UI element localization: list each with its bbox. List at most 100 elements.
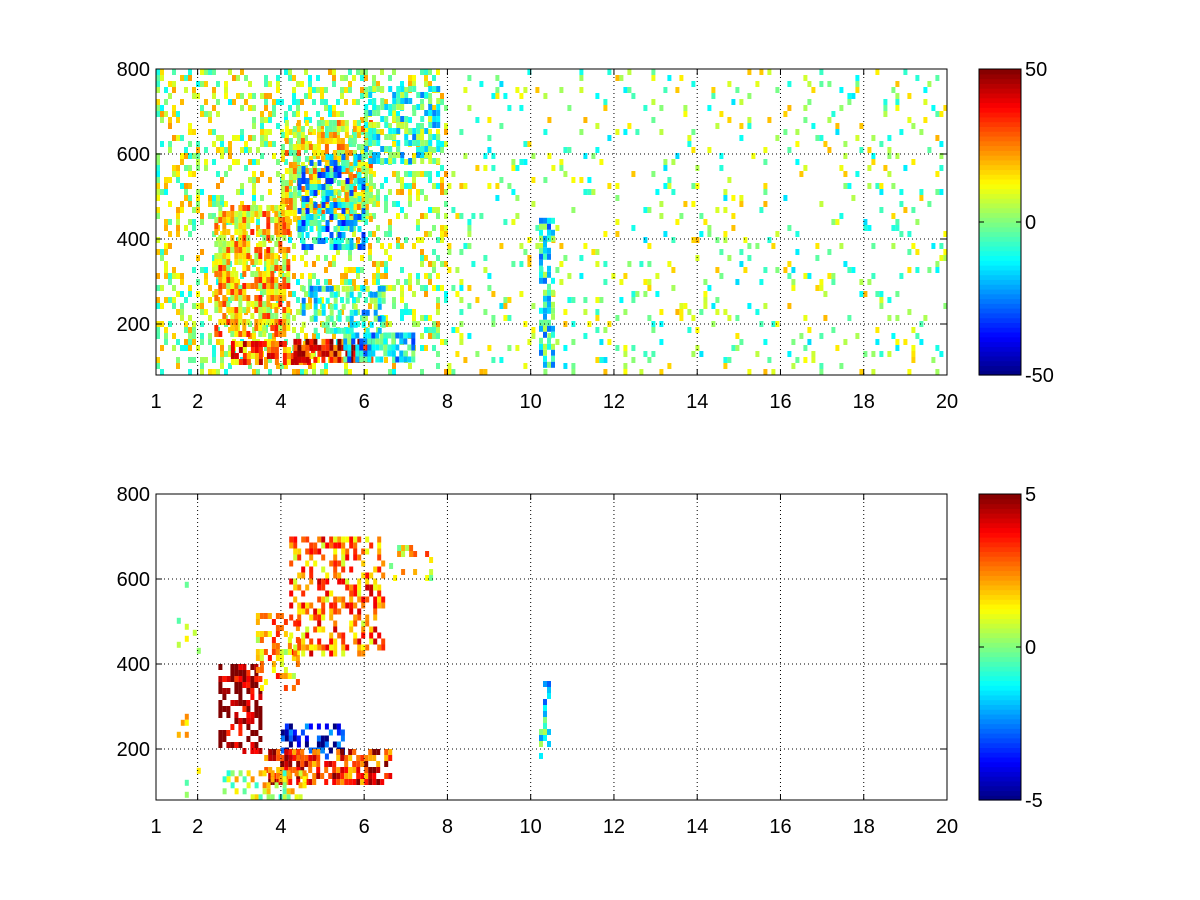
heatmap-cell-r0	[264, 363, 268, 369]
heatmap-cell-r10	[543, 295, 547, 302]
heatmap-cell-r0	[188, 285, 192, 291]
heatmap-cell-r2	[333, 626, 338, 633]
heatmap-cell-r2	[222, 223, 227, 229]
heatmap-cell-r3	[296, 174, 301, 180]
heatmap-cell-r2	[266, 223, 271, 229]
heatmap-cell-r4	[340, 773, 345, 779]
heatmap-cell-r2	[353, 584, 358, 591]
heatmap-cell-r9	[380, 146, 385, 152]
heatmap-cell-r2	[214, 289, 219, 295]
heatmap-cell-r4	[309, 184, 314, 190]
heatmap-cell-r1	[559, 159, 564, 165]
heatmap-cell-r4	[309, 220, 314, 226]
heatmap-cell-r0	[288, 291, 292, 297]
heatmap-cell-r0	[234, 742, 239, 748]
heatmap-cell-r10	[539, 307, 543, 314]
heatmap-cell-r0	[228, 363, 232, 369]
heatmap-cell-r3	[292, 210, 297, 216]
heatmap-cell-r5	[286, 788, 291, 795]
heatmap-cell-r0	[292, 243, 296, 249]
heatmap-cell-r1	[927, 81, 932, 87]
heatmap-cell-r0	[168, 147, 172, 153]
heatmap-cell-r4	[312, 755, 317, 761]
heatmap-cell-r1	[595, 261, 600, 267]
heatmap-cell-r6	[305, 356, 310, 363]
heatmap-cell-r0	[220, 153, 224, 159]
heatmap-cell-r1	[571, 177, 576, 183]
heatmap-cell-r2	[230, 283, 235, 289]
heatmap-cell-r1	[659, 105, 664, 111]
heatmap-cell-r0	[368, 303, 372, 309]
heatmap-cell-r3	[280, 747, 285, 754]
heatmap-cell-r3	[356, 204, 361, 210]
heatmap-cell-r0	[396, 279, 400, 285]
heatmap-cell-r1	[763, 339, 768, 345]
heatmap-cell-r1	[795, 249, 800, 255]
heatmap-cell-r3	[344, 132, 349, 138]
heatmap-cell-r7	[411, 350, 416, 357]
heatmap-cell-r0	[188, 123, 192, 129]
colorbar-segment	[979, 618, 1021, 624]
heatmap-cell-r2	[226, 253, 231, 259]
heatmap-cell-r0	[230, 670, 235, 676]
heatmap-cell-r0	[308, 273, 312, 279]
heatmap-cell-r2	[274, 265, 279, 271]
heatmap-cell-r1	[539, 243, 544, 249]
heatmap-cell-r0	[200, 369, 204, 375]
heatmap-cell-r2	[230, 319, 235, 325]
heatmap-cell-r3	[280, 150, 285, 156]
heatmap-cell-r0	[176, 225, 180, 231]
heatmap-cell-r0	[412, 177, 416, 183]
heatmap-cell-r4	[313, 238, 318, 244]
heatmap-cell-r2	[297, 614, 302, 621]
heatmap-cell-r9	[404, 122, 409, 128]
heatmap-cell-r6	[333, 356, 338, 363]
heatmap-cell-r4	[356, 773, 361, 779]
heatmap-cell-r0	[416, 237, 420, 243]
heatmap-cell-r2	[297, 584, 302, 591]
heatmap-cell-r5	[222, 776, 227, 783]
heatmap-cell-r9	[432, 110, 437, 116]
heatmap-cell-r4	[332, 767, 337, 773]
heatmap-cell-r2	[250, 211, 255, 217]
heatmap-cell-r2	[349, 584, 354, 591]
heatmap-cell-r0	[196, 165, 200, 171]
heatmap-cell-r4	[361, 178, 366, 184]
heatmap-cell-r0	[316, 333, 320, 339]
heatmap-cell-r1	[899, 273, 904, 279]
heatmap-cell-r1	[715, 267, 720, 273]
heatmap-cell-r5	[254, 353, 259, 359]
heatmap-cell-r0	[376, 267, 380, 273]
heatmap-cell-r0	[252, 195, 256, 201]
heatmap-cell-r8	[393, 575, 398, 581]
heatmap-cell-r0	[238, 700, 243, 706]
heatmap-cell-r1	[759, 69, 764, 75]
heatmap-cell-r2	[274, 223, 279, 229]
heatmap-cell-r7	[375, 338, 380, 345]
heatmap-cell-r0	[268, 369, 272, 375]
heatmap-cell-r1	[579, 177, 584, 183]
heatmap-cell-r3	[284, 126, 289, 132]
heatmap-cell-r2	[262, 325, 267, 331]
heatmap-cell-r2	[297, 572, 302, 579]
heatmap-cell-r1	[843, 141, 848, 147]
heatmap-cell-r2	[246, 319, 251, 325]
heatmap-cell-r1	[763, 183, 768, 189]
heatmap-cell-r3	[332, 120, 337, 126]
heatmap-cell-r2	[262, 313, 267, 319]
heatmap-cell-r0	[444, 141, 448, 147]
heatmap-cell-r0	[356, 69, 360, 75]
heatmap-cell-r0	[160, 111, 164, 117]
heatmap-cell-r5	[298, 794, 303, 801]
heatmap-cell-r0	[216, 279, 220, 285]
heatmap-cell-r9	[432, 122, 437, 128]
heatmap-cell-r1	[487, 135, 492, 141]
heatmap-cell-r1	[863, 219, 868, 225]
heatmap-cell-r1	[495, 93, 500, 99]
heatmap-cell-r5	[266, 341, 271, 347]
heatmap-cell-r1	[907, 267, 912, 273]
heatmap-cell-r3	[284, 120, 289, 126]
x-tick-label: 10	[520, 816, 542, 838]
heatmap-cell-r1	[555, 339, 560, 345]
heatmap-cell-r4	[317, 220, 322, 226]
